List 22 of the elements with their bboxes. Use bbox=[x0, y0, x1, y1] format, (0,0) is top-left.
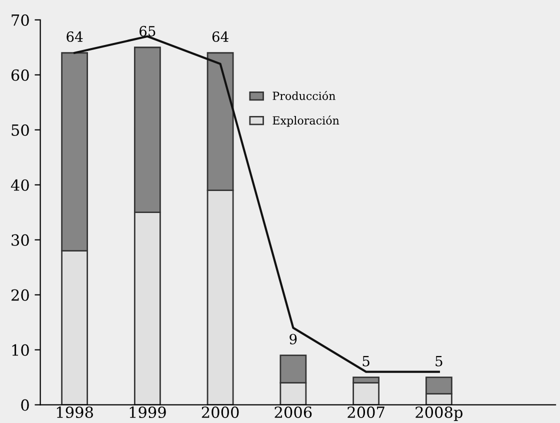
total-label: 64 bbox=[212, 31, 228, 42]
x-tick-label: 1999 bbox=[130, 406, 166, 418]
y-tick-label: 0 bbox=[21, 399, 29, 411]
x-tick-label: 2008p bbox=[416, 406, 462, 421]
y-tick-label: 20 bbox=[12, 289, 29, 301]
y-tick-label: 50 bbox=[12, 124, 29, 136]
total-label: 5 bbox=[436, 356, 442, 366]
y-tick-label: 60 bbox=[11, 69, 29, 81]
x-tick-label: 2007 bbox=[348, 406, 384, 418]
y-tick-label: 30 bbox=[12, 234, 29, 246]
total-label: 65 bbox=[140, 26, 156, 36]
x-tick-label: 2006 bbox=[274, 406, 312, 418]
x-tick-label: 2000 bbox=[202, 406, 239, 418]
legend-label: Exploración bbox=[272, 116, 340, 127]
total-label: 5 bbox=[362, 356, 370, 366]
total-label: 64 bbox=[66, 31, 83, 42]
x-tick-label: 1998 bbox=[56, 406, 93, 418]
y-tick-label: 10 bbox=[12, 344, 29, 356]
y-tick-label: 40 bbox=[10, 179, 29, 191]
total-label: 9 bbox=[290, 334, 297, 344]
legend-label: Producción bbox=[272, 91, 336, 100]
y-tick-label: 70 bbox=[12, 14, 29, 26]
